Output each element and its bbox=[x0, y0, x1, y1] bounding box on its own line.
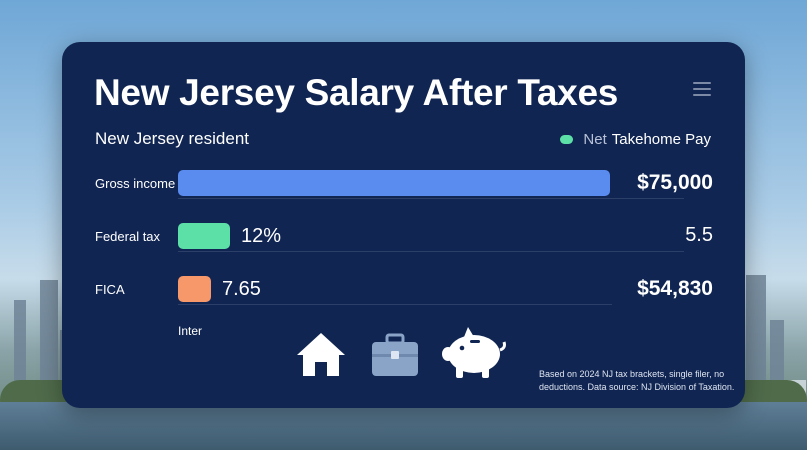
axis-label: Inter bbox=[178, 324, 203, 338]
row-value: $75,000 bbox=[637, 171, 713, 194]
piggy-bank-icon bbox=[442, 327, 506, 378]
menu-icon[interactable] bbox=[693, 82, 711, 96]
bar bbox=[178, 170, 610, 196]
data-note: Based on 2024 NJ tax brackets, single fi… bbox=[539, 369, 735, 392]
legend-label: Takehome Pay bbox=[611, 131, 711, 148]
row-divider bbox=[178, 198, 684, 199]
legend-swatch bbox=[560, 135, 574, 144]
bar bbox=[178, 276, 211, 302]
legend-prefix: Net bbox=[583, 131, 607, 148]
row-label: Federal tax bbox=[95, 229, 161, 244]
bar-data-label: 12% bbox=[241, 225, 282, 247]
row-divider bbox=[178, 304, 612, 305]
page-title: New Jersey Salary After Taxes bbox=[94, 72, 619, 113]
row-value: $54,830 bbox=[637, 277, 713, 300]
salary-card: New Jersey Salary After Taxes New Jersey… bbox=[62, 42, 745, 408]
briefcase-icon bbox=[372, 333, 418, 376]
legend: Net Takehome Pay bbox=[560, 131, 711, 148]
row-divider bbox=[178, 251, 684, 252]
bar-data-label: 7.65 bbox=[222, 278, 261, 300]
row-value: 5.5 bbox=[685, 224, 713, 246]
subtitle: New Jersey resident bbox=[95, 129, 250, 148]
house-icon bbox=[297, 333, 345, 376]
row-label: Gross income bbox=[95, 176, 176, 191]
row-label: FICA bbox=[95, 282, 125, 297]
bar bbox=[178, 223, 230, 249]
